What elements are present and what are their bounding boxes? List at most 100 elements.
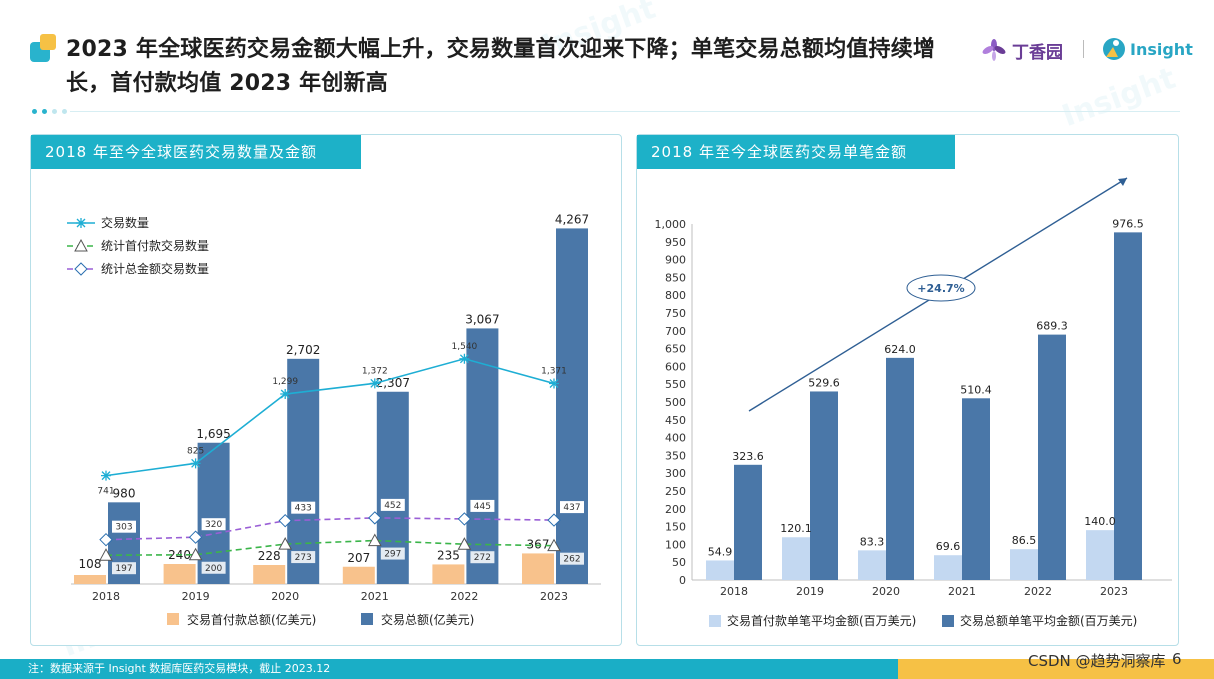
bar-label-downpayment-avg: 83.3: [860, 535, 885, 548]
y-tick-label: 450: [665, 414, 686, 427]
y-tick-label: 0: [679, 574, 686, 587]
bar-label-downpayment: 207: [347, 551, 370, 565]
line-label-bg: [201, 518, 226, 531]
y-tick-label: 650: [665, 343, 686, 356]
line-point-marker: [459, 353, 470, 364]
line-label-bg: [112, 520, 136, 533]
brand-divider: [1083, 40, 1084, 58]
line-point-marker: [99, 548, 113, 561]
bar-total-amount: [466, 328, 499, 584]
y-tick-label: 850: [665, 271, 686, 284]
line-point-marker: [190, 458, 201, 469]
bar-downpayment-avg: [934, 555, 962, 580]
y-tick-label: 200: [665, 503, 686, 516]
bar-label-total-amount: 1,695: [196, 427, 230, 441]
bar-label-total-amount: 3,067: [465, 312, 499, 326]
line-label-bg: [560, 501, 584, 514]
x-tick-label: 2019: [182, 590, 210, 603]
bar-label-downpayment-avg: 86.5: [1012, 534, 1037, 547]
x-tick-label: 2023: [540, 590, 568, 603]
bar-label-downpayment-avg: 140.0: [1084, 515, 1116, 528]
bar-total-avg: [810, 391, 838, 580]
brand-insight-text: Insight: [1130, 39, 1193, 59]
bar-downpayment-avg: [1010, 549, 1038, 580]
y-tick-label: 950: [665, 236, 686, 249]
line-point-label: 452: [384, 501, 401, 511]
y-tick-label: 1,000: [655, 218, 687, 231]
left-chart-panel: 2018 年至今全球医药交易数量及金额 108 980 2018 240 1,695 20…: [30, 134, 622, 646]
line-point-label: 262: [563, 555, 580, 565]
x-tick-label: 2022: [1024, 585, 1052, 598]
line-point-marker: [280, 389, 291, 400]
line-point-marker: [369, 378, 380, 389]
legend-swatch-downpayment-avg: [709, 615, 721, 627]
line-point-marker: [367, 533, 382, 547]
series-line: [105, 357, 555, 477]
legend-label-downpayment-avg: 交易首付款单笔平均金额(百万美元): [727, 613, 916, 628]
line-point-marker: [188, 530, 203, 544]
bar-label-downpayment-avg: 54.9: [708, 545, 733, 558]
line-point-label: 272: [474, 553, 491, 563]
bar-label-total-amount: 4,267: [555, 212, 589, 226]
bar-total-avg: [886, 357, 914, 580]
bar-downpayment: [163, 564, 196, 584]
bar-label-total-amount: 980: [113, 486, 136, 500]
bar-label-total-avg: 510.4: [960, 383, 992, 396]
bar-downpayment: [522, 553, 554, 584]
line-point-label: 445: [474, 502, 491, 512]
line-point-label: 197: [115, 564, 132, 574]
line-label-bg: [291, 501, 316, 514]
legend-marker: [74, 262, 88, 276]
bar-label-total-amount: 2,307: [376, 376, 410, 390]
bar-downpayment-avg: [858, 550, 886, 580]
line-label-bg: [112, 562, 136, 575]
y-tick-label: 300: [665, 467, 686, 480]
line-point-label: 741: [97, 487, 114, 497]
bar-label-downpayment: 235: [437, 548, 460, 562]
cagr-bubble: [906, 274, 976, 302]
bar-label-downpayment: 228: [258, 549, 281, 563]
line-point-marker: [457, 512, 472, 526]
line-label-bg: [470, 499, 495, 512]
line-point-label: 1,371: [541, 366, 567, 376]
decor-dots: [32, 109, 67, 114]
y-tick-label: 900: [665, 254, 686, 267]
page-title: 2023 年全球医药交易金额大幅上升，交易数量首次迎来下降；单笔交易总额均值持续…: [66, 37, 936, 96]
line-point-marker: [457, 537, 472, 550]
dxy-flower-icon: [982, 39, 1006, 61]
page-number: 6: [1172, 650, 1182, 668]
bar-total-avg: [734, 464, 762, 580]
x-tick-label: 2018: [720, 585, 748, 598]
legend-label-total: 交易总额(亿美元): [381, 612, 474, 627]
x-tick-label: 2022: [450, 590, 478, 603]
bar-label-total-avg: 624.0: [884, 343, 916, 356]
legend-marker: [74, 238, 88, 252]
x-tick-label: 2023: [1100, 585, 1128, 598]
line-point-label: 200: [205, 564, 222, 574]
y-tick-label: 700: [665, 325, 686, 338]
x-tick-label: 2018: [92, 590, 120, 603]
line-point-marker: [278, 513, 292, 528]
bar-label-total-avg: 323.6: [732, 450, 764, 463]
bar-label-total-avg: 689.3: [1036, 320, 1068, 333]
series-line: [105, 539, 555, 556]
line-point-label: 1,372: [362, 366, 388, 376]
y-tick-label: 600: [665, 360, 686, 373]
left-chart-title: 2018 年至今全球医药交易数量及金额: [31, 135, 361, 169]
y-tick-label: 50: [672, 556, 686, 569]
line-point-label: 437: [563, 503, 580, 513]
footer-accent: [898, 659, 1214, 679]
bar-total-amount: [197, 442, 230, 584]
series-line: [105, 517, 555, 541]
y-tick-label: 750: [665, 307, 686, 320]
y-tick-label: 550: [665, 378, 686, 391]
bar-label-downpayment-avg: 69.6: [936, 540, 961, 553]
line-label-bg: [470, 551, 495, 564]
line-label-bg: [291, 551, 316, 564]
legend-label: 统计总金额交易数量: [101, 261, 209, 276]
x-tick-label: 2020: [271, 590, 299, 603]
bar-label-downpayment: 108: [79, 557, 102, 571]
line-point-marker: [547, 513, 561, 527]
legend-swatch-downpayment: [167, 613, 179, 625]
right-chart-title: 2018 年至今全球医药交易单笔金额: [637, 135, 955, 169]
